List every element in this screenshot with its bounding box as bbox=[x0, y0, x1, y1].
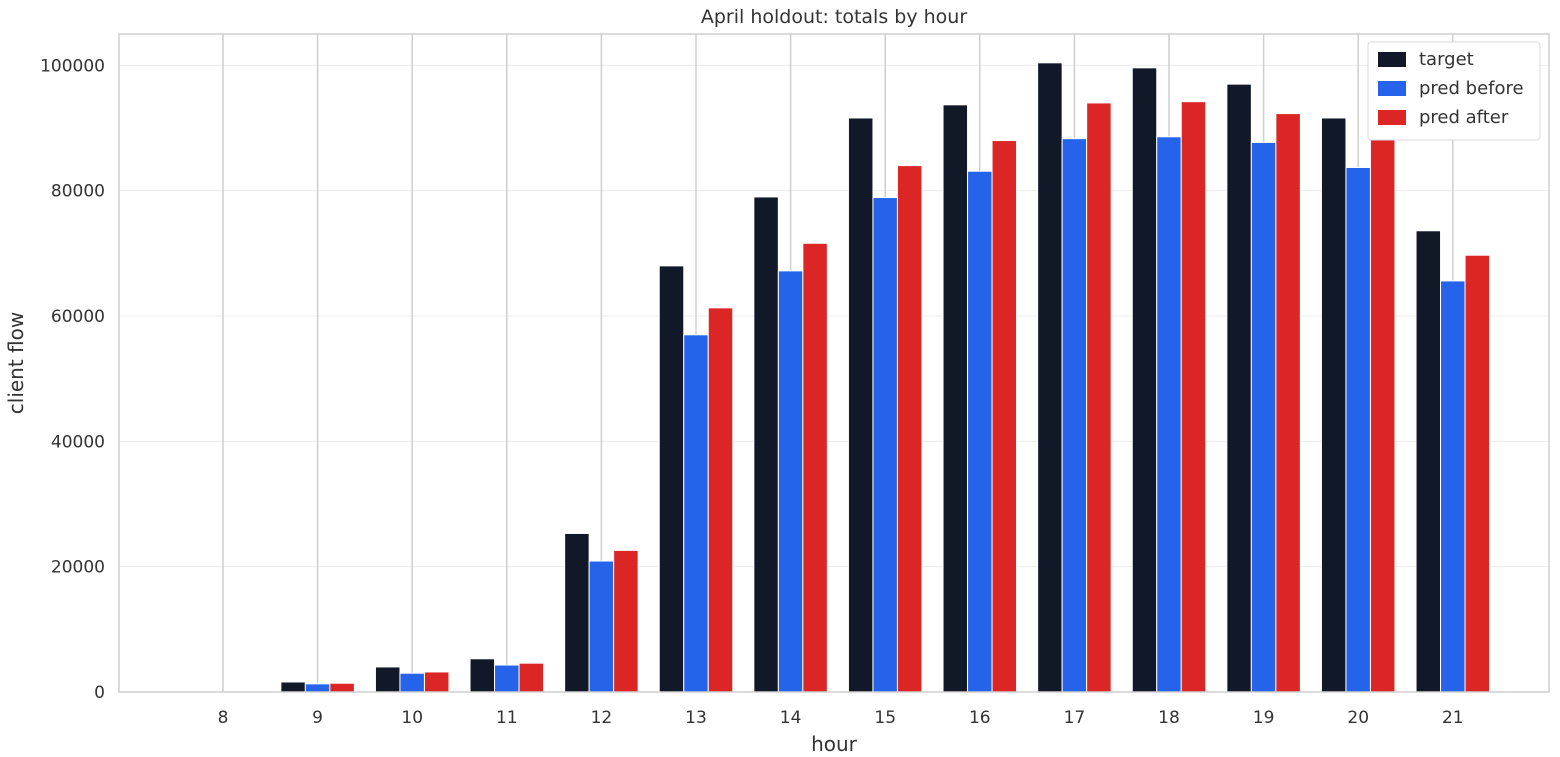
x-tick-label: 13 bbox=[685, 708, 707, 728]
y-axis-label: client flow bbox=[4, 312, 28, 414]
chart-title: April holdout: totals by hour bbox=[701, 6, 967, 28]
bar-pred-before-11 bbox=[494, 664, 520, 693]
y-tick-label: 60000 bbox=[51, 307, 105, 327]
bar-pred-after-11 bbox=[518, 662, 545, 693]
bar-target-14 bbox=[753, 196, 779, 693]
bar-pred-before-16 bbox=[967, 170, 993, 693]
bar-pred-after-15 bbox=[896, 165, 923, 693]
x-tick-label: 16 bbox=[969, 708, 991, 728]
bar-pred-after-21 bbox=[1464, 254, 1491, 693]
bar-pred-after-18 bbox=[1180, 101, 1207, 693]
bar-pred-after-10 bbox=[423, 671, 450, 693]
y-tick-label: 0 bbox=[94, 683, 105, 703]
bar-pred-after-9 bbox=[329, 682, 355, 693]
x-tick-label: 14 bbox=[780, 708, 802, 728]
plot-frame bbox=[118, 33, 1550, 693]
bar-target-13 bbox=[658, 265, 685, 693]
bar-pred-before-9 bbox=[304, 683, 331, 693]
bar-target-16 bbox=[942, 104, 969, 693]
bar-target-18 bbox=[1131, 67, 1158, 693]
legend-swatch-pred-before bbox=[1378, 81, 1406, 96]
bar-pred-before-17 bbox=[1061, 138, 1088, 693]
bar-target-12 bbox=[564, 532, 590, 693]
legend: target pred before pred after bbox=[1367, 41, 1541, 141]
bar-pred-after-20 bbox=[1369, 137, 1396, 693]
bar-pred-after-13 bbox=[707, 307, 734, 693]
y-tick-label: 20000 bbox=[51, 558, 105, 578]
bar-target-20 bbox=[1320, 117, 1347, 693]
x-tick-label: 9 bbox=[312, 708, 323, 728]
legend-items: target pred before pred after bbox=[1378, 49, 1524, 128]
bar-pred-after-14 bbox=[802, 242, 828, 693]
bar-pred-after-12 bbox=[613, 549, 639, 693]
bar-pred-before-10 bbox=[399, 672, 425, 693]
x-tick-label: 20 bbox=[1347, 708, 1369, 728]
y-tick-label: 40000 bbox=[51, 432, 105, 452]
bar-pred-before-12 bbox=[588, 560, 615, 693]
bar-pred-before-18 bbox=[1156, 136, 1182, 693]
bar-target-15 bbox=[847, 117, 874, 693]
bars-layer bbox=[280, 62, 1491, 693]
x-tick-label: 10 bbox=[401, 708, 423, 728]
bar-target-21 bbox=[1415, 230, 1442, 693]
bar-pred-before-20 bbox=[1345, 166, 1371, 693]
legend-box bbox=[1367, 41, 1541, 141]
bar-pred-after-16 bbox=[991, 140, 1018, 693]
legend-swatch-target bbox=[1378, 52, 1406, 67]
bar-target-9 bbox=[280, 681, 306, 693]
bar-pred-after-17 bbox=[1086, 102, 1112, 693]
x-tick-labels: 8 9 10 11 12 13 14 15 16 17 18 19 20 21 bbox=[218, 708, 1464, 728]
bar-pred-before-13 bbox=[683, 334, 709, 693]
bar-pred-before-14 bbox=[777, 270, 804, 693]
x-tick-label: 17 bbox=[1064, 708, 1086, 728]
x-tick-label: 19 bbox=[1253, 708, 1275, 728]
x-tick-label: 12 bbox=[591, 708, 613, 728]
legend-label-target: target bbox=[1419, 49, 1474, 70]
bar-pred-after-19 bbox=[1275, 113, 1301, 693]
x-tick-label: 11 bbox=[496, 708, 518, 728]
x-axis-label: hour bbox=[811, 732, 858, 756]
x-tick-label: 21 bbox=[1442, 708, 1464, 728]
bar-target-19 bbox=[1226, 83, 1252, 693]
bar-target-10 bbox=[374, 666, 401, 693]
bar-pred-before-19 bbox=[1250, 141, 1277, 693]
y-tick-label: 80000 bbox=[51, 182, 105, 202]
legend-label-pred-after: pred after bbox=[1419, 107, 1509, 128]
y-tick-labels: 0 20000 40000 60000 80000 100000 bbox=[40, 56, 105, 703]
x-tick-label: 8 bbox=[218, 708, 229, 728]
bar-target-17 bbox=[1037, 62, 1063, 693]
bar-pred-before-15 bbox=[872, 197, 898, 693]
x-tick-label: 15 bbox=[874, 708, 896, 728]
y-tick-label: 100000 bbox=[40, 56, 105, 76]
bar-target-11 bbox=[469, 658, 496, 693]
legend-swatch-pred-after bbox=[1378, 110, 1406, 125]
x-tick-label: 18 bbox=[1158, 708, 1180, 728]
legend-label-pred-before: pred before bbox=[1419, 78, 1524, 99]
bar-pred-before-21 bbox=[1440, 280, 1466, 693]
